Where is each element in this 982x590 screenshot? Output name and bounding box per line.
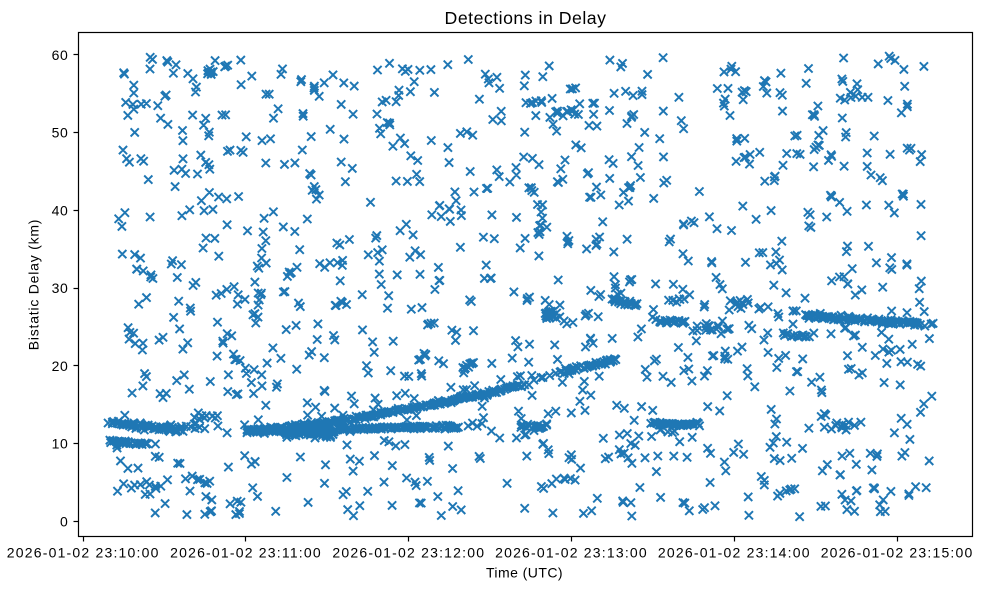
svg-text:40: 40 (52, 202, 69, 218)
svg-text:60: 60 (52, 47, 69, 63)
svg-text:2026-01-02 23:15:00: 2026-01-02 23:15:00 (821, 544, 974, 560)
svg-text:2026-01-02 23:10:00: 2026-01-02 23:10:00 (7, 544, 160, 560)
svg-text:30: 30 (52, 280, 69, 296)
svg-text:Time (UTC): Time (UTC) (486, 564, 563, 580)
svg-text:20: 20 (52, 358, 69, 374)
svg-text:50: 50 (52, 125, 69, 141)
svg-text:0: 0 (60, 514, 68, 530)
svg-text:2026-01-02 23:11:00: 2026-01-02 23:11:00 (170, 544, 322, 560)
svg-text:2026-01-02 23:13:00: 2026-01-02 23:13:00 (495, 544, 648, 560)
svg-text:2026-01-02 23:12:00: 2026-01-02 23:12:00 (332, 544, 485, 560)
svg-text:Detections in Delay: Detections in Delay (445, 8, 607, 28)
svg-text:Bistatic Delay (km): Bistatic Delay (km) (26, 219, 42, 351)
svg-text:10: 10 (52, 436, 69, 452)
svg-text:2026-01-02 23:14:00: 2026-01-02 23:14:00 (658, 544, 811, 560)
